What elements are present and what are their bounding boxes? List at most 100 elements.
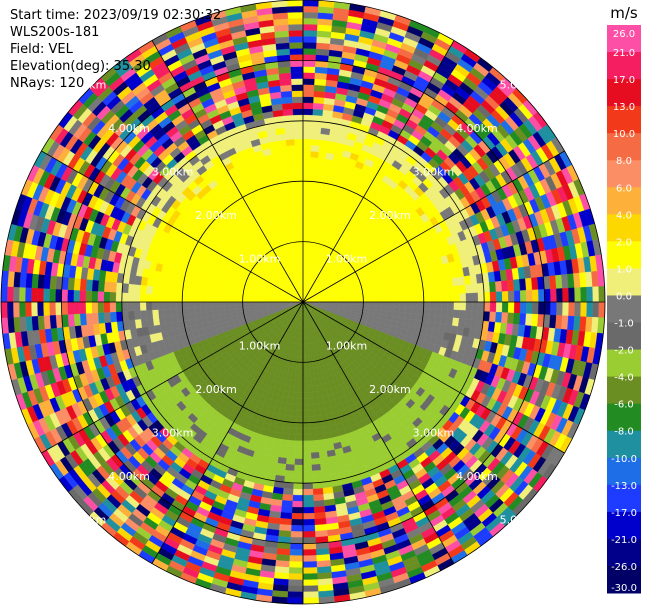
- velocity-bin: [374, 289, 382, 295]
- velocity-bin: [495, 301, 503, 313]
- velocity-bin: [299, 362, 304, 369]
- velocity-bin: [441, 294, 449, 303]
- velocity-bin: [446, 316, 454, 326]
- velocity-bin: [302, 392, 309, 399]
- velocity-bin: [416, 289, 424, 297]
- velocity-bin: [477, 292, 485, 303]
- velocity-bin: [230, 305, 238, 310]
- velocity-bin: [6, 301, 14, 318]
- velocity-bin: [451, 277, 460, 287]
- velocity-bin: [287, 585, 304, 593]
- velocity-bin: [212, 292, 220, 298]
- velocity-bin: [276, 548, 291, 556]
- velocity-bin: [290, 537, 304, 544]
- velocity-bin: [314, 530, 328, 538]
- velocity-bin: [477, 282, 485, 293]
- velocity-bin: [121, 282, 129, 293]
- velocity-bin: [200, 306, 208, 313]
- velocity-bin: [302, 11, 319, 19]
- velocity-bin: [513, 290, 521, 303]
- velocity-bin: [314, 72, 328, 80]
- velocity-bin: [292, 500, 304, 508]
- velocity-bin: [308, 193, 315, 201]
- velocity-bin: [302, 386, 308, 393]
- velocity-bin: [317, 396, 325, 404]
- velocity-bin: [302, 362, 307, 369]
- velocity-bin: [287, 591, 304, 599]
- velocity-bin: [314, 524, 328, 532]
- velocity-bin: [302, 187, 310, 194]
- velocity-bin: [316, 42, 331, 50]
- velocity-bin: [55, 288, 62, 303]
- velocity-bin: [296, 416, 304, 423]
- velocity-bin: [574, 301, 581, 317]
- velocity-bin: [302, 175, 310, 182]
- velocity-bin: [146, 285, 153, 295]
- velocity-bin: [302, 555, 317, 562]
- velocity-bin: [302, 567, 318, 574]
- velocity-bin: [195, 317, 203, 325]
- velocity-bin: [453, 285, 460, 295]
- velocity-bin: [152, 309, 159, 318]
- velocity-bin: [61, 289, 68, 303]
- velocity-bin: [302, 96, 314, 104]
- velocity-bin: [302, 440, 311, 448]
- velocity-bin: [293, 379, 300, 387]
- velocity-bin: [18, 286, 26, 303]
- velocity-bin: [313, 512, 326, 520]
- velocity-bin: [230, 301, 237, 306]
- velocity-bin: [404, 284, 412, 292]
- velocity-bin: [145, 301, 153, 311]
- velocity-bin: [230, 298, 237, 303]
- velocity-bin: [568, 287, 575, 303]
- velocity-bin: [316, 36, 331, 44]
- velocity-bin: [287, 439, 296, 447]
- velocity-bin: [315, 48, 330, 56]
- velocity-bin: [291, 518, 304, 526]
- velocity-bin: [314, 187, 322, 195]
- velocity-bin: [477, 301, 485, 312]
- velocity-bin: [586, 301, 594, 318]
- velocity-bin: [194, 301, 201, 308]
- velocity-bin: [6, 286, 14, 303]
- velocity-bin: [302, 211, 308, 218]
- velocity-bin: [302, 108, 314, 116]
- velocity-bin: [317, 439, 326, 447]
- velocity-bin: [302, 585, 319, 593]
- velocity-bin: [380, 288, 388, 294]
- velocity-bin: [282, 488, 294, 496]
- velocity-bin: [293, 482, 304, 490]
- velocity-bin: [284, 409, 292, 417]
- velocity-bin: [157, 294, 165, 303]
- velocity-bin: [206, 301, 213, 308]
- velocity-bin: [79, 278, 87, 291]
- velocity-bin: [434, 287, 442, 296]
- velocity-bin: [428, 281, 436, 289]
- velocity-bin: [282, 427, 290, 435]
- velocity-bin: [306, 217, 313, 225]
- velocity-bin: [310, 452, 320, 459]
- velocity-bin: [429, 294, 437, 303]
- velocity-bin: [115, 292, 123, 303]
- velocity-bin: [501, 312, 509, 324]
- velocity-bin: [170, 287, 178, 296]
- velocity-bin: [151, 301, 159, 311]
- velocity-bin: [459, 284, 467, 294]
- velocity-bin: [316, 30, 332, 38]
- velocity-bin: [398, 306, 406, 313]
- velocity-bin: [315, 548, 330, 556]
- velocity-bin: [139, 284, 147, 294]
- velocity-bin: [200, 291, 208, 298]
- velocity-bin: [319, 139, 329, 148]
- velocity-bin: [556, 288, 563, 303]
- velocity-bin: [278, 450, 288, 459]
- velocity-bin: [299, 356, 304, 363]
- velocity-bin: [459, 293, 467, 303]
- velocity-bin: [224, 297, 231, 303]
- velocity-bin: [281, 500, 293, 508]
- velocity-bin: [398, 285, 406, 293]
- velocity-bin: [302, 573, 318, 580]
- velocity-bin: [164, 315, 172, 324]
- velocity-bin: [248, 298, 255, 303]
- velocity-bin: [293, 464, 304, 472]
